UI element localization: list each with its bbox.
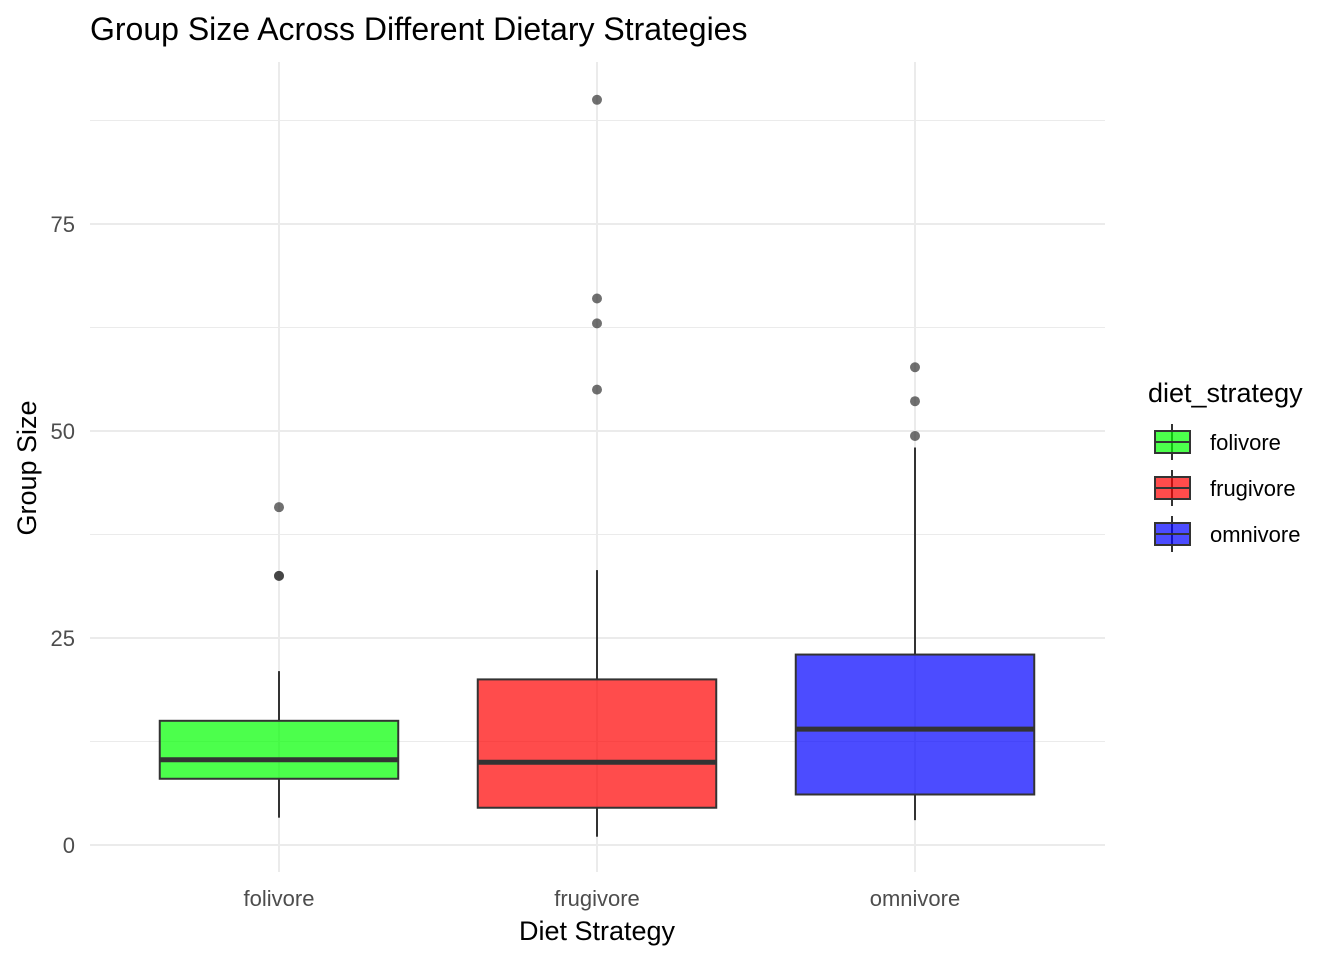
outlier-point bbox=[592, 94, 602, 105]
chart-title: Group Size Across Different Dietary Stra… bbox=[90, 11, 747, 47]
legend-item-frugivore: frugivore bbox=[1154, 470, 1296, 506]
legend-item-folivore: folivore bbox=[1154, 424, 1281, 460]
y-tick-label: 50 bbox=[51, 419, 75, 444]
y-tick-label: 75 bbox=[51, 212, 75, 237]
outlier-point bbox=[592, 318, 602, 329]
outlier-point bbox=[910, 362, 920, 373]
x-tick-label: folivore bbox=[244, 886, 315, 911]
box bbox=[794, 653, 1036, 796]
legend-label: frugivore bbox=[1210, 476, 1296, 501]
legend-title: diet_strategy bbox=[1148, 378, 1303, 408]
outlier-point bbox=[910, 396, 920, 407]
outlier-point bbox=[592, 293, 602, 304]
box bbox=[158, 719, 400, 780]
outlier-point bbox=[592, 384, 602, 395]
boxplot-frugivore bbox=[476, 94, 718, 837]
legend-items: folivore frugivore omnivore bbox=[1154, 424, 1300, 552]
y-axis-title: Group Size bbox=[12, 400, 42, 535]
boxplot-omnivore bbox=[794, 362, 1036, 821]
x-tick-label: omnivore bbox=[870, 886, 960, 911]
marks-layer bbox=[158, 94, 1036, 837]
legend-label: folivore bbox=[1210, 430, 1281, 455]
legend: diet_strategy folivore frugivore omnivore bbox=[1148, 378, 1303, 552]
outlier-point bbox=[274, 570, 284, 581]
legend-label: omnivore bbox=[1210, 522, 1300, 547]
x-tick-label: frugivore bbox=[554, 886, 640, 911]
axis-layer: 0 25 50 75 folivore frugivore omnivore bbox=[51, 212, 961, 911]
legend-item-omnivore: omnivore bbox=[1154, 516, 1300, 552]
outlier-point bbox=[274, 502, 284, 513]
boxplot-folivore bbox=[158, 502, 400, 818]
y-tick-label: 25 bbox=[51, 626, 75, 651]
outlier-point bbox=[910, 430, 920, 441]
y-tick-label: 0 bbox=[63, 833, 75, 858]
box bbox=[476, 678, 718, 809]
x-axis-title: Diet Strategy bbox=[519, 916, 676, 946]
